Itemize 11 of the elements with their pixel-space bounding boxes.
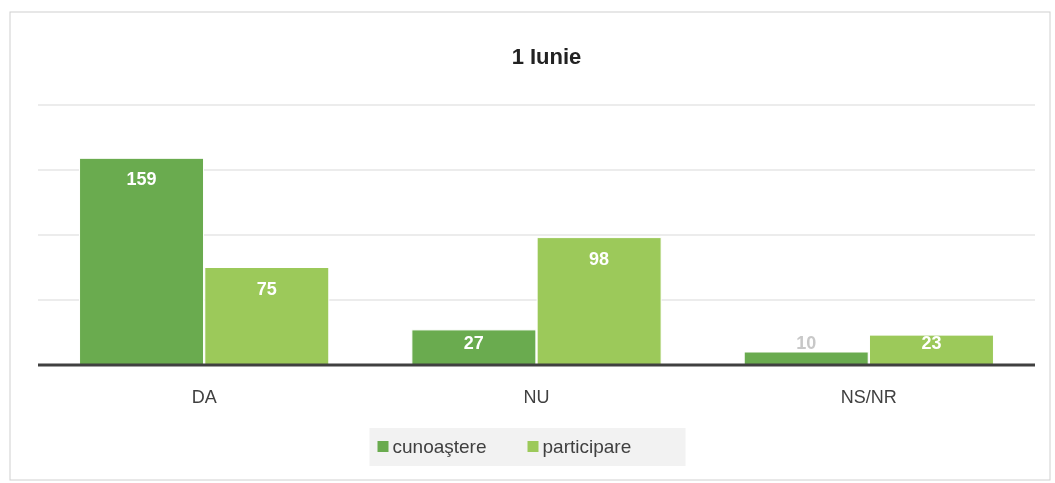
x-tick-label: DA: [191, 387, 217, 407]
x-tick-label: NS/NR: [840, 387, 897, 407]
x-tick-label: NU: [523, 387, 550, 407]
data-label: 75: [256, 278, 277, 299]
legend-label: participare: [542, 436, 632, 457]
chart-title: 1 Iunie: [511, 44, 582, 69]
data-label: 98: [589, 248, 610, 269]
data-label: 23: [921, 333, 942, 353]
data-label: 27: [463, 333, 484, 353]
legend-label: cunoaştere: [392, 436, 487, 457]
data-label: 159: [126, 169, 157, 190]
